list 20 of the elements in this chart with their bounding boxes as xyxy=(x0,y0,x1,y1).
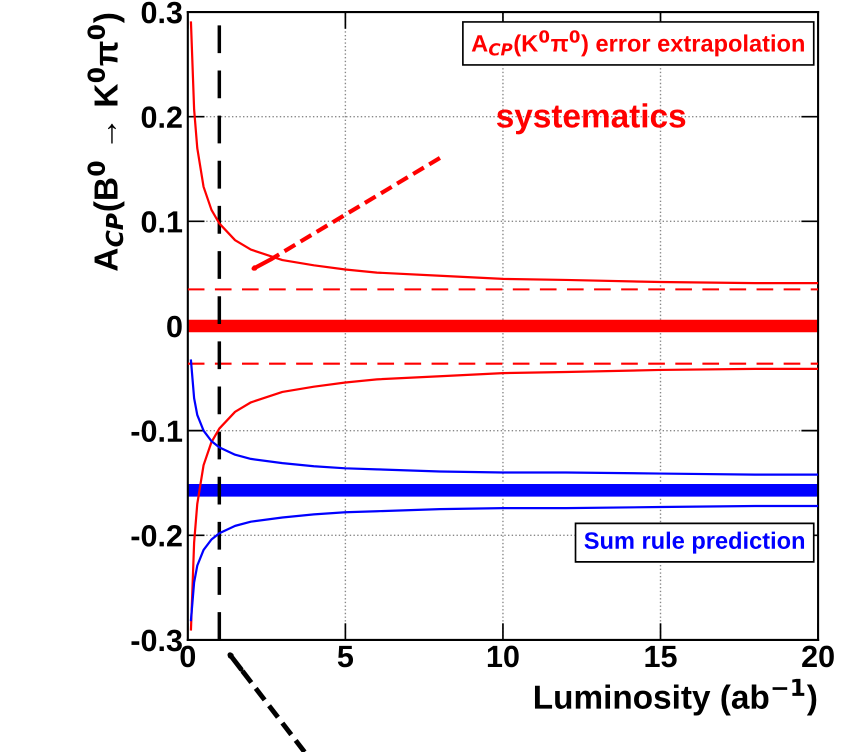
line-series xyxy=(190,359,818,476)
text: Sum rule prediction xyxy=(584,532,804,554)
y-tick-label: 0.3 xyxy=(142,2,182,24)
y-tick-label: 0.1 xyxy=(142,211,182,233)
text: A$_{CP}$(K$^{0}$π$^{0}$) error extrapolation xyxy=(472,30,804,56)
y-tick-label: -0.3 xyxy=(132,630,182,652)
annotation: systematics xyxy=(496,103,686,134)
y-tick-label: -0.2 xyxy=(132,525,182,547)
x-axis-title: Luminosity (ab$^{−1}$) xyxy=(534,678,816,716)
x-tick-label: 10 xyxy=(488,646,519,668)
x-tick-label: 15 xyxy=(645,646,677,668)
line-series xyxy=(190,504,818,622)
y-tick-label: 0.2 xyxy=(142,106,182,128)
line-series xyxy=(190,21,818,284)
x-tick-label: 20 xyxy=(802,646,834,668)
text: A$_{CP}$(B$^{0}$ → K$^{0}$π$^{0}$) xyxy=(87,14,124,271)
y-tick-label: -0.1 xyxy=(132,420,182,442)
line-series xyxy=(190,368,818,631)
y-tick-label: 0 xyxy=(167,316,182,338)
x-tick-label: 5 xyxy=(338,646,354,668)
